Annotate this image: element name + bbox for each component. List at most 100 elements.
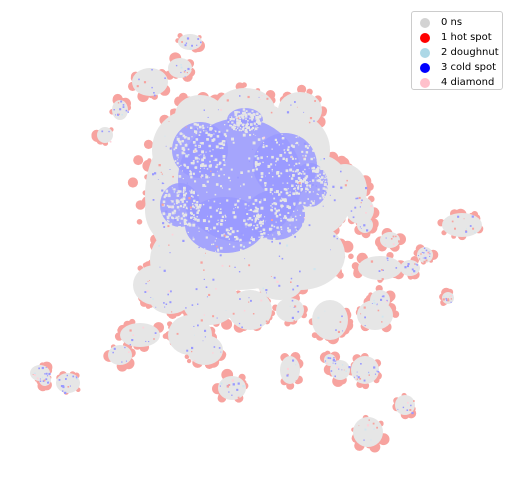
ns-speck [171, 223, 173, 225]
hot-speck [248, 301, 250, 303]
hot-speck [212, 315, 215, 318]
ns-speck [300, 173, 303, 175]
ns-speck [295, 158, 297, 160]
ns-speck [214, 193, 217, 196]
ns-speck [264, 198, 266, 201]
ns-speck [299, 214, 301, 216]
ns-speck [230, 168, 233, 171]
cold-speck [322, 205, 324, 207]
cold-speck [231, 394, 233, 396]
doughnut-speck [262, 287, 265, 290]
cold-spot-regions [160, 108, 328, 253]
ns-speck [292, 234, 293, 236]
ns-speck [237, 126, 239, 128]
hot-speck [186, 72, 188, 74]
hot-speck [376, 426, 378, 429]
ns-region [276, 298, 304, 322]
doughnut-speck [189, 44, 190, 46]
ns-speck [240, 171, 243, 174]
doughnut-speck [373, 302, 376, 305]
legend-item-diamond: 4 diamond [420, 75, 502, 90]
ns-speck [218, 174, 221, 177]
hot-speck [266, 97, 269, 100]
ns-speck [294, 187, 296, 190]
hot-speck [208, 293, 211, 296]
ns-speck [312, 149, 315, 152]
doughnut-speck [324, 361, 327, 364]
cold-speck [45, 378, 48, 381]
ns-speck [292, 170, 294, 173]
ns-speck [236, 112, 238, 114]
cold-speck [64, 391, 67, 394]
ns-speck [189, 190, 191, 192]
ns-speck [295, 184, 298, 187]
ns-speck [249, 134, 252, 137]
cold-speck [291, 299, 294, 302]
ns-speck [214, 130, 217, 133]
ns-speck [288, 194, 291, 197]
ns-speck [217, 248, 219, 251]
hot-speck [160, 171, 162, 173]
doughnut-speck [341, 364, 344, 366]
ns-speck [176, 206, 180, 209]
ns-speck [192, 162, 195, 165]
cold-speck [422, 257, 424, 259]
cold-speck [354, 206, 357, 209]
ns-speck [276, 157, 279, 161]
ns-speck [168, 193, 171, 196]
ns-speck [181, 198, 184, 201]
ns-speck [195, 138, 199, 141]
cold-speck [350, 210, 353, 212]
ns-speck [284, 198, 287, 201]
ns-speck [196, 160, 199, 163]
diamond-speck [193, 359, 196, 362]
cold-speck [152, 173, 155, 176]
ns-speck [216, 135, 220, 138]
cold-speck [323, 158, 325, 160]
ns-speck [197, 194, 199, 197]
ns-speck [219, 211, 222, 214]
ns-speck [287, 188, 289, 190]
ns-speck [276, 227, 277, 229]
ns-speck [267, 234, 269, 235]
ns-speck [174, 160, 177, 162]
ns-speck [289, 175, 291, 177]
ns-speck [240, 114, 243, 117]
ns-speck [225, 216, 227, 218]
cold-speck [122, 106, 125, 108]
doughnut-speck [320, 158, 322, 161]
ns-speck [246, 127, 249, 130]
ns-speck [220, 168, 223, 171]
ns-speck [253, 225, 255, 227]
ns-speck [178, 209, 180, 211]
ns-speck [227, 121, 230, 123]
cold-speck [167, 293, 169, 296]
ns-speck [300, 182, 302, 184]
ns-speck [224, 124, 226, 126]
cold-speck [237, 176, 239, 179]
hot-spot-patch [297, 84, 307, 94]
ns-speck [179, 205, 182, 208]
hot-speck [226, 99, 229, 102]
ns-speck [257, 208, 259, 210]
ns-speck [251, 236, 253, 238]
ns-speck [213, 226, 216, 230]
ns-speck [247, 170, 250, 173]
ns-speck [203, 154, 205, 156]
cold-speck [131, 339, 134, 342]
cold-speck [357, 376, 360, 379]
ns-region [353, 417, 383, 447]
cold-speck [239, 298, 241, 300]
ns-speck [202, 164, 205, 167]
cold-speck [220, 351, 222, 353]
ns-speck [228, 188, 231, 191]
cold-speck [374, 373, 377, 375]
ns-speck [271, 206, 273, 208]
ns-speck [194, 180, 197, 183]
ns-speck [192, 150, 196, 153]
hot-speck [442, 298, 445, 301]
ns-speck [265, 175, 266, 177]
cold-speck [240, 116, 242, 118]
cold-speck [234, 266, 236, 268]
ns-speck [173, 203, 175, 205]
